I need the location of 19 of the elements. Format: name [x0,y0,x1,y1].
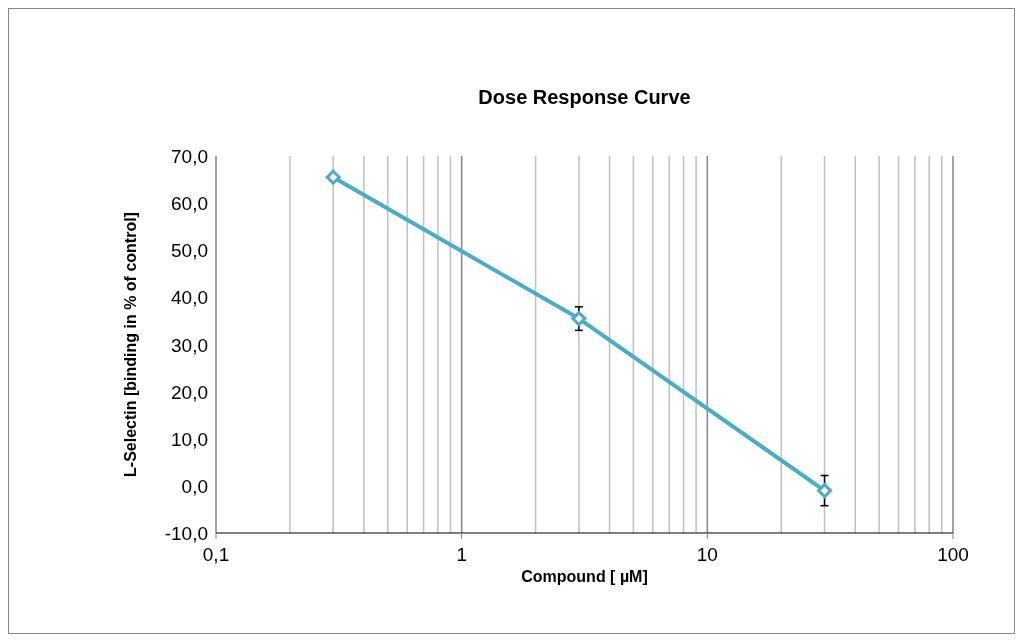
point [325,169,341,185]
y-tick-label: 0,0 [181,475,208,497]
chart-title: Dose Response Curve [478,86,691,108]
y-axis-title: L-Selectin [binding in % of control] [122,212,139,477]
y-tick-label: 50,0 [171,240,208,262]
y-tick-label: 30,0 [171,334,208,356]
point [571,311,587,327]
x-tick-label: 10 [696,544,718,565]
x-axis-title: Compound [ µM] [521,568,648,585]
y-tick-label: 70,0 [171,146,208,167]
point [817,483,833,499]
y-tick-label: 40,0 [171,287,208,309]
x-tick-label: 100 [937,544,969,565]
y-tick-label: -10,0 [164,523,208,544]
x-tick-label: 0,1 [202,544,230,565]
y-tick-label: 60,0 [171,193,208,215]
y-tick-label: 10,0 [171,428,208,450]
y-tick-label: 20,0 [171,381,208,403]
x-tick-label: 1 [456,544,467,565]
